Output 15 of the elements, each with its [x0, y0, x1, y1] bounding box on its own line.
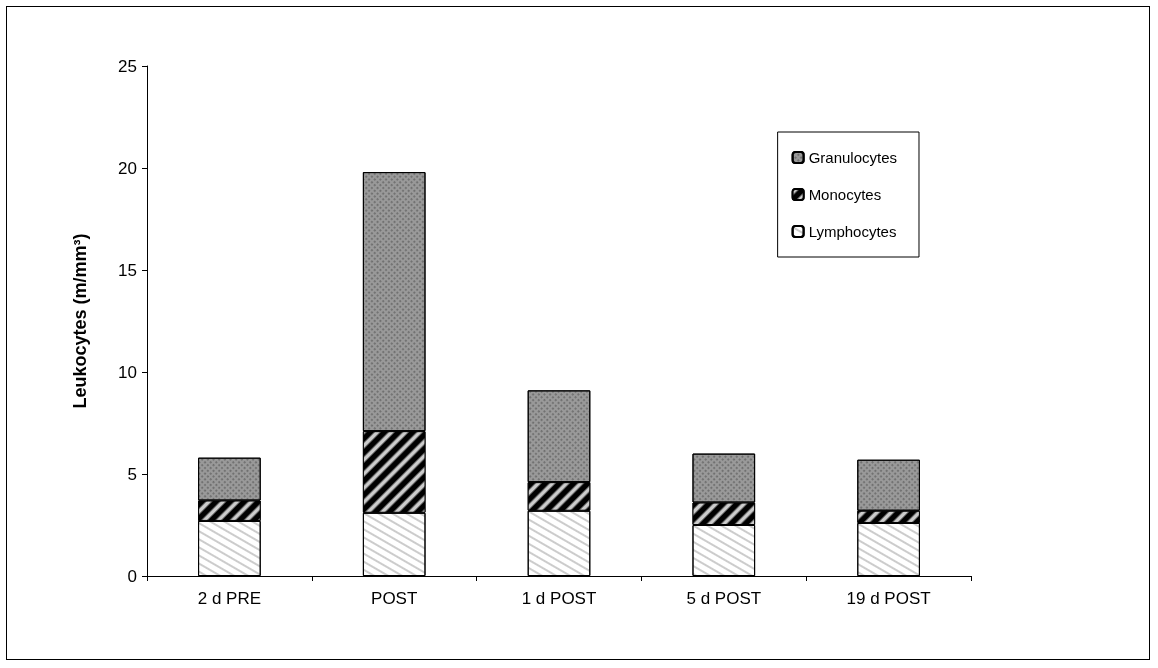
- x-tick-label: 2 d PRE: [197, 589, 262, 608]
- x-tick-label: 1 d POST: [521, 589, 597, 608]
- legend-label: Lymphocytes: [808, 223, 897, 240]
- legend-label: Granulocytes: [808, 149, 897, 166]
- x-tick-label: POST: [371, 589, 418, 608]
- y-tick-label: 0: [127, 566, 137, 586]
- legend-label: Monocytes: [808, 186, 882, 203]
- x-tick-label: 19 d POST: [846, 589, 931, 608]
- x-tick-label: 5 d POST: [686, 589, 762, 608]
- y-tick-label: 5: [127, 464, 137, 484]
- y-axis-title: Leukocytes (m/mm³): [70, 233, 90, 409]
- y-tick-label: 20: [118, 158, 137, 178]
- y-tick-label: 25: [118, 56, 137, 76]
- y-tick-label: 10: [118, 362, 137, 382]
- y-tick-label: 15: [118, 260, 137, 280]
